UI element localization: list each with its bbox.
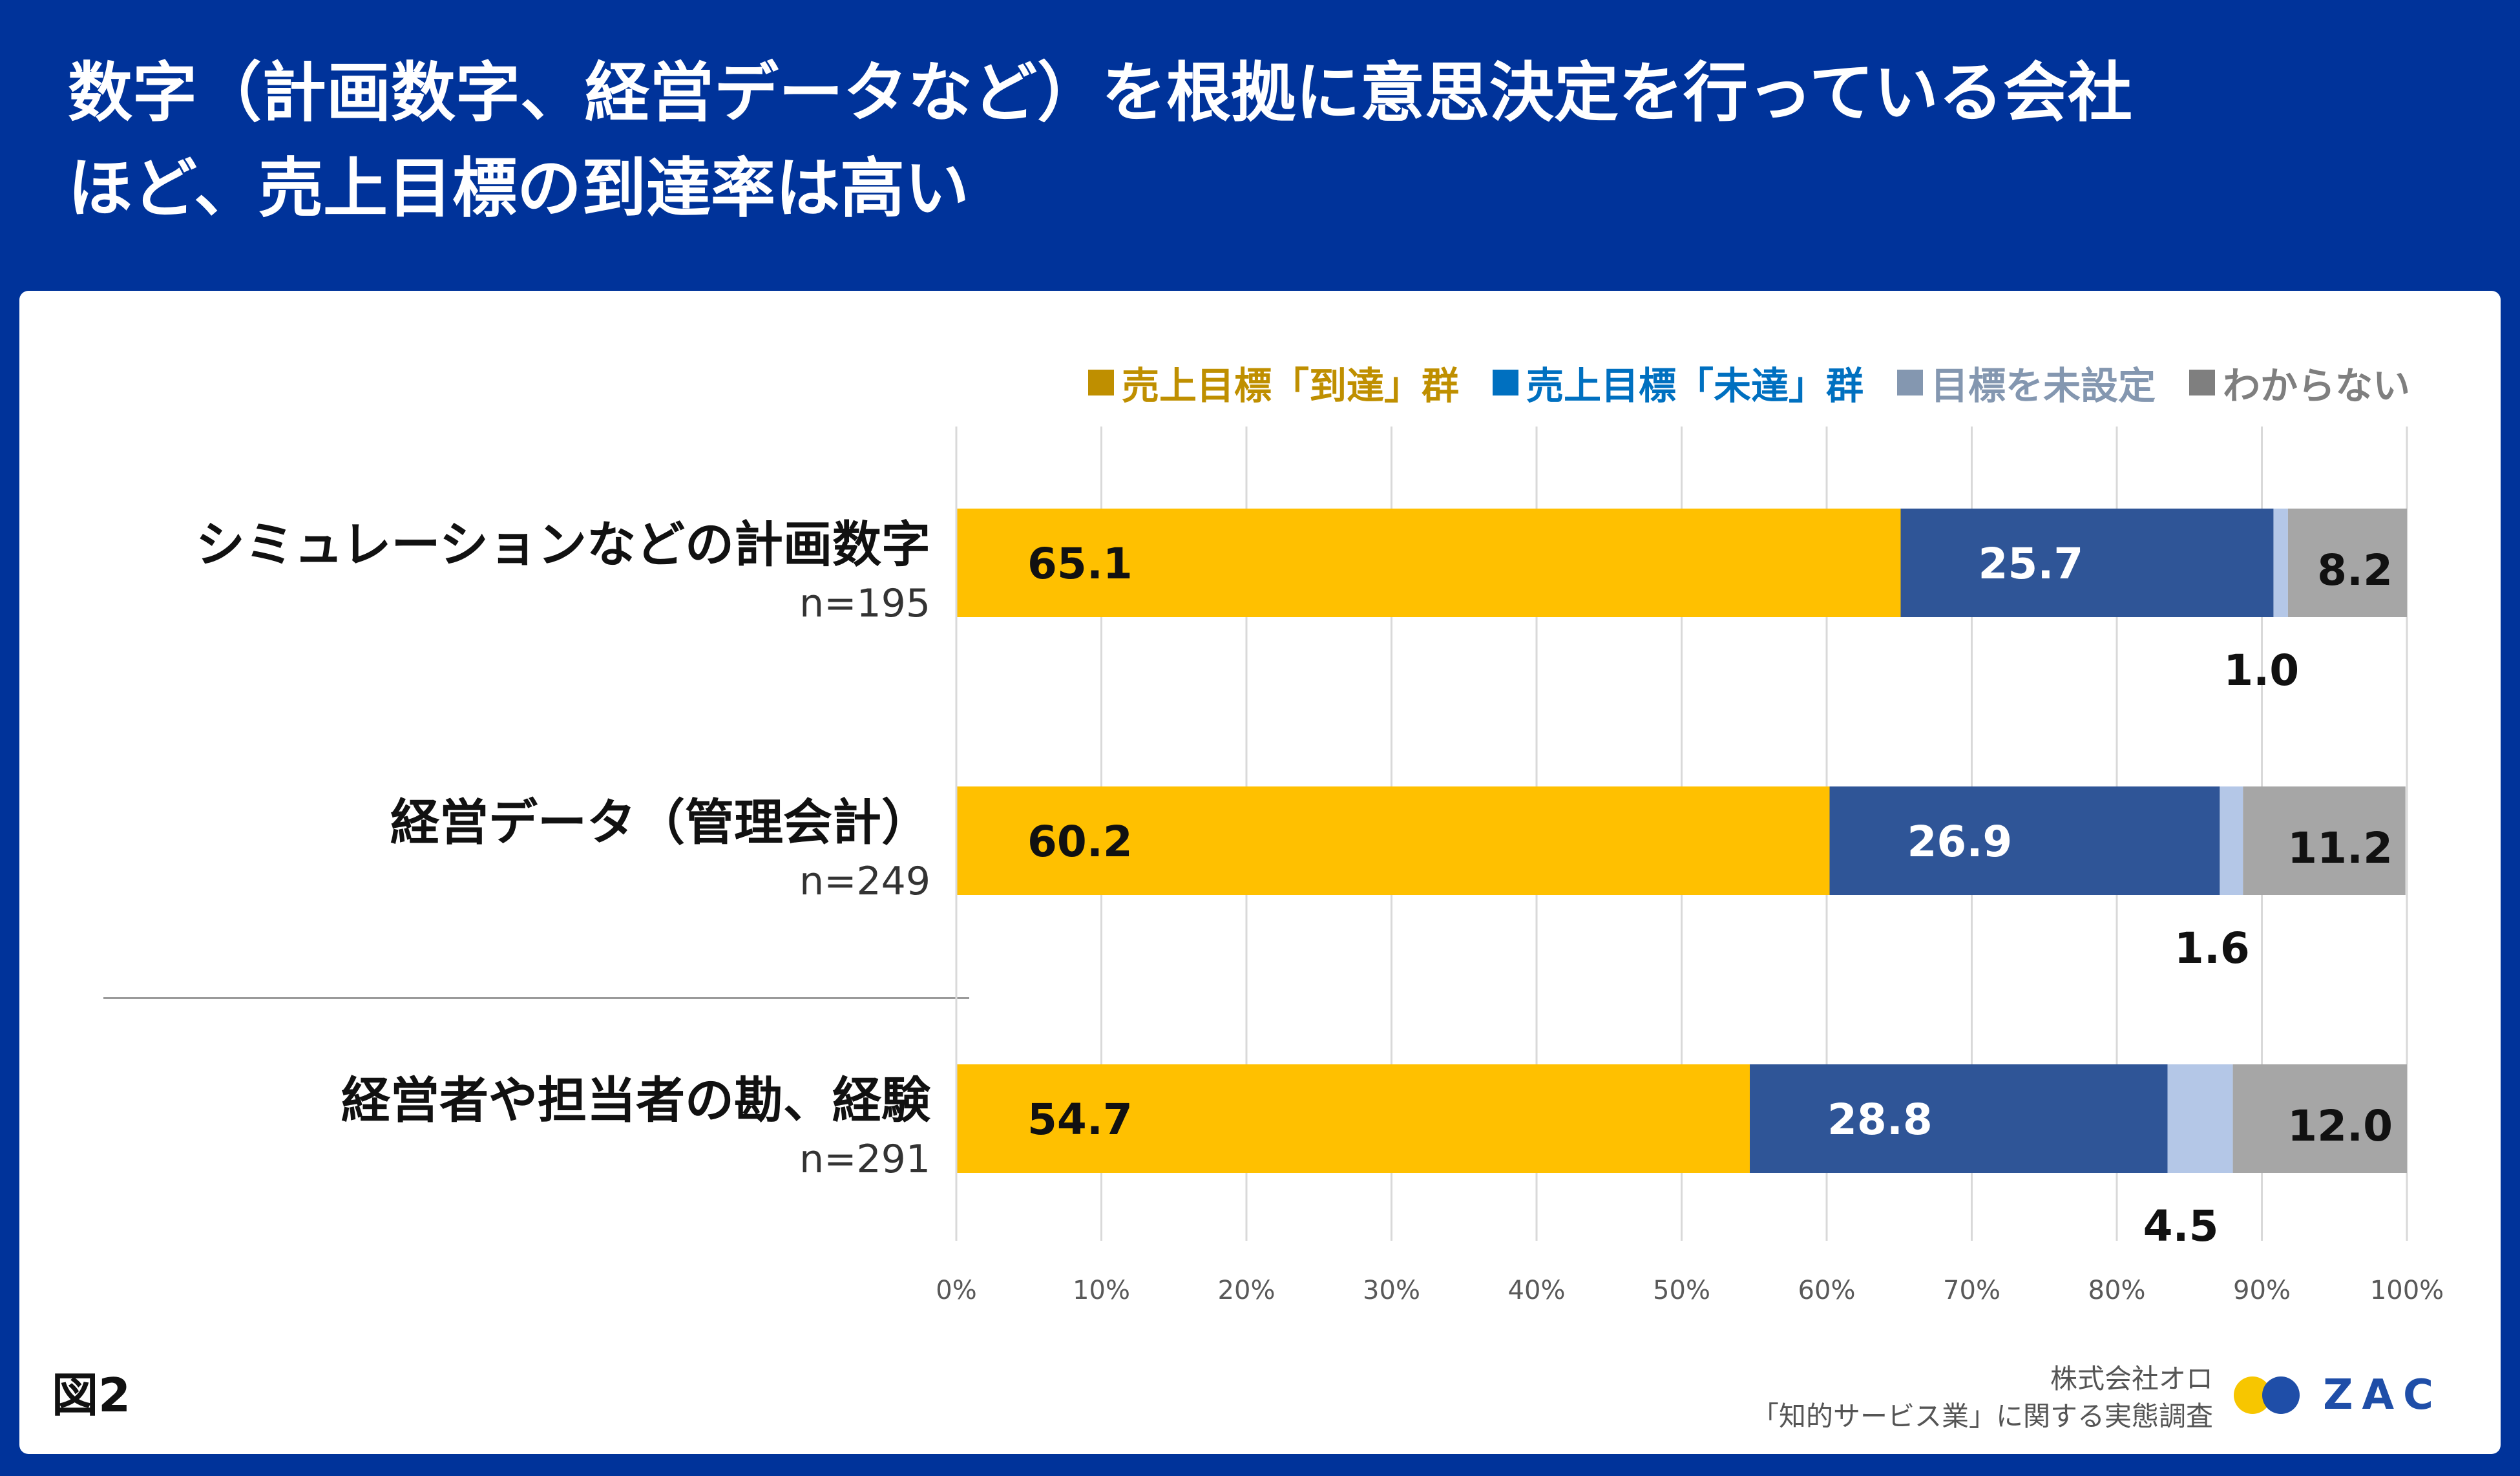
sample-size: n=249 [799,859,930,904]
bar-segment [2220,786,2243,895]
bar-segment [2287,509,2407,617]
x-tick-label: 70% [1943,1276,2000,1305]
legend-swatch-reached [1087,370,1114,395]
bar-segment [956,786,1830,895]
data-label: 12.0 [2287,1101,2393,1151]
x-tick-label: 30% [1363,1276,1420,1305]
sample-size: n=291 [799,1137,930,1182]
x-tick-label: 50% [1653,1276,1710,1305]
x-tick-label: 100% [2370,1276,2444,1305]
data-label: 8.2 [2317,545,2393,595]
bar-segment [1750,1064,2168,1173]
legend-item-unknown: わからない [2189,355,2410,410]
bar-segment [1829,786,2220,895]
bar-segment [956,509,1901,617]
x-tick-label: 90% [2233,1276,2291,1305]
title-line-2: ほど、売上目標の到達率は高い [68,151,969,226]
category-1: シミュレーションなどの計画数字 n=195 [196,514,930,631]
bar-segment [2243,786,2406,895]
data-label: 1.6 [2174,923,2250,973]
category-label: シミュレーションなどの計画数字 [196,516,930,573]
data-label: 54.7 [1027,1095,1133,1144]
legend-label-not-reached: 売上目標「未達」群 [1526,364,1864,408]
x-tick-label: 0% [936,1276,976,1305]
page-title: 数字（計画数字、経営データなど）を根拠に意思決定を行っている会社 ほど、売上目標… [68,45,2459,237]
figure-label: 図2 [52,1368,131,1422]
x-tick-label: 20% [1218,1276,1276,1305]
data-label: 1.0 [2223,646,2299,695]
legend-item-not-reached: 売上目標「未達」群 [1492,355,1864,410]
legend-item-not-set: 目標を未設定 [1896,355,2156,410]
legend-label-not-set: 目標を未設定 [1930,364,2156,408]
data-label: 65.1 [1027,539,1133,589]
survey-credit: 株式会社オロ 「知的サービス業」に関する実態調査 [1752,1360,2213,1435]
bar-segment [2167,1064,2233,1173]
category-2: 経営データ（管理会計） n=249 [390,792,930,909]
legend-swatch-not-set [1896,370,1923,395]
data-label: 60.2 [1027,817,1133,867]
category-label: 経営者や担当者の勘、経験 [341,1071,930,1129]
data-label: 26.9 [1907,817,2012,867]
stacked-bar-chart: 0% 10% 20% 30% 40% 50% 60% 70% 80% 90% 100% 65.1 25.… [936,427,2444,1305]
logo-text: ZAC [2323,1371,2442,1419]
category-3: 経営者や担当者の勘、経験 n=291 [341,1070,930,1187]
category-divider [103,997,969,999]
chart-legend: 売上目標「到達」群 売上目標「未達」群 目標を未設定 わからない [1087,355,2410,410]
chart-panel: 売上目標「到達」群 売上目標「未達」群 目標を未設定 わからない シミュレーショ… [19,291,2501,1454]
x-tick-label: 80% [2088,1276,2146,1305]
category-label: 経営データ（管理会計） [390,794,930,851]
x-tick-label: 60% [1798,1276,1856,1305]
title-line-1: 数字（計画数字、経営データなど）を根拠に意思決定を行っている会社 [68,55,2132,131]
x-tick-label: 10% [1073,1276,1130,1305]
data-label: 11.2 [2287,823,2393,873]
x-tick-label: 40% [1508,1276,1566,1305]
credit-company: 株式会社オロ [2050,1363,2213,1395]
zac-logo: ZAC [2234,1371,2442,1419]
sample-size: n=195 [799,581,930,626]
data-label: 4.5 [2143,1201,2219,1251]
bar-segment [2232,1064,2407,1173]
legend-label-unknown: わからない [2222,364,2410,408]
bar-segment [2273,509,2288,617]
data-label: 28.8 [1827,1095,1933,1144]
credit-survey: 「知的サービス業」に関する実態調査 [1751,1400,2213,1432]
legend-label-reached: 売上目標「到達」群 [1121,364,1459,408]
legend-item-reached: 売上目標「到達」群 [1087,355,1459,410]
data-label: 25.7 [1978,539,2083,589]
logo-blue-dot [2262,1376,2300,1414]
bar-segment [1900,509,2274,617]
legend-swatch-not-reached [1492,370,1518,395]
bar-segment [956,1064,1750,1173]
legend-swatch-unknown [2189,370,2215,395]
